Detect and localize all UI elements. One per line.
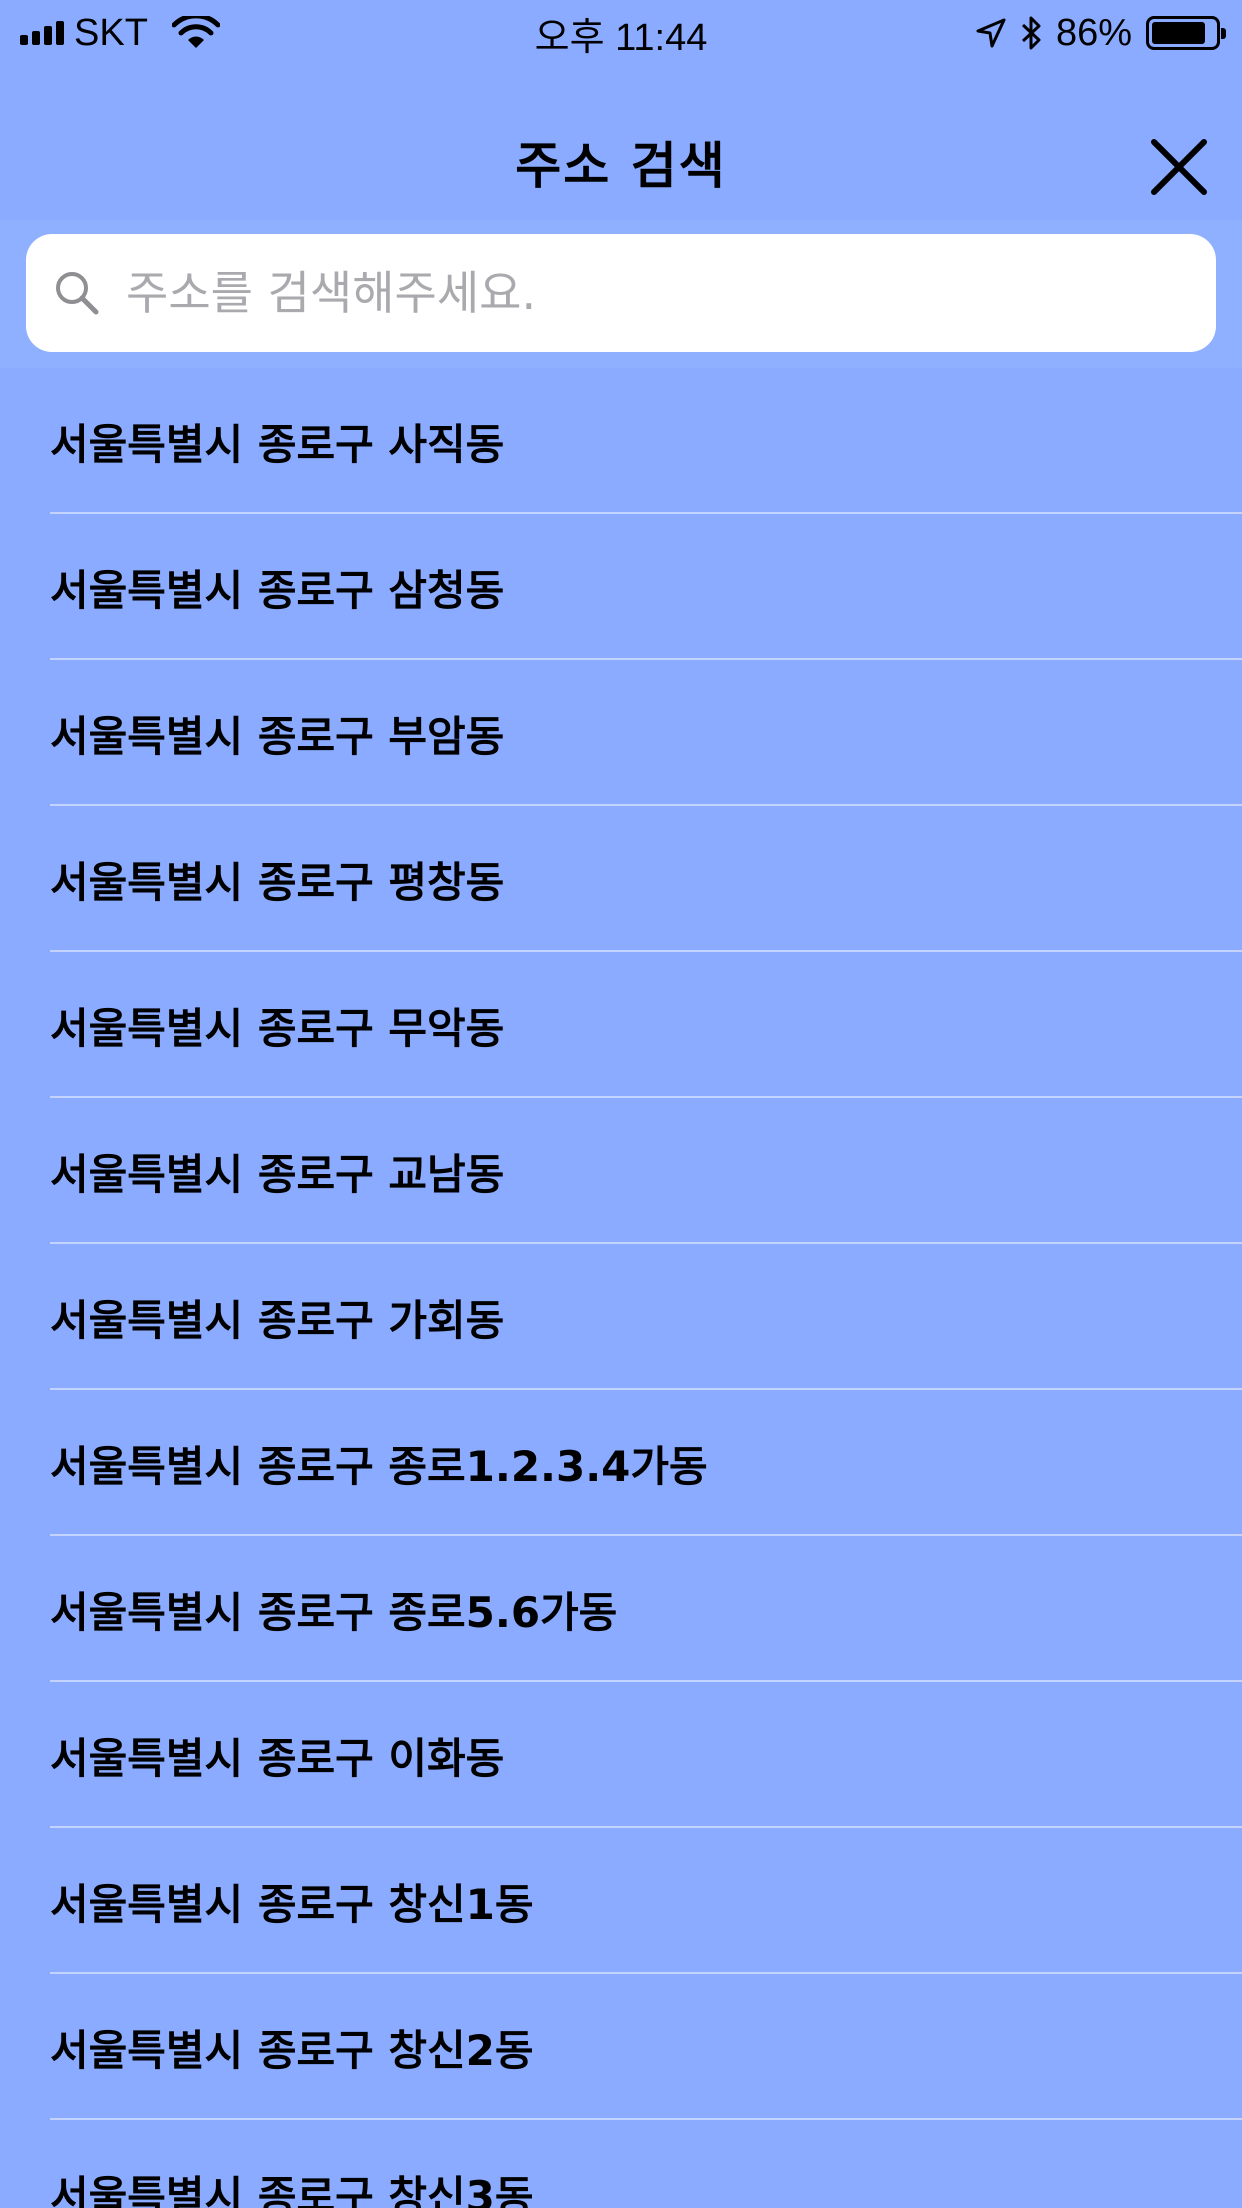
search-field[interactable] (26, 234, 1216, 352)
close-button[interactable] (1144, 132, 1214, 202)
signal-icon (20, 21, 64, 45)
battery-icon (1146, 16, 1226, 50)
location-arrow-icon (976, 18, 1006, 48)
carrier-label: SKT (74, 11, 148, 54)
list-item[interactable]: 서울특별시 종로구 사직동 (0, 368, 1242, 514)
battery-percent: 86% (1055, 11, 1132, 54)
list-item[interactable]: 서울특별시 종로구 창신2동 (0, 1974, 1242, 2120)
list-item[interactable]: 서울특별시 종로구 가회동 (0, 1244, 1242, 1390)
list-item-label: 서울특별시 종로구 삼청동 (50, 565, 505, 615)
list-item[interactable]: 서울특별시 종로구 종로1.2.3.4가동 (0, 1390, 1242, 1536)
list-item[interactable]: 서울특별시 종로구 부암동 (0, 660, 1242, 806)
status-time: 오후 11:44 (534, 16, 708, 59)
list-item[interactable]: 서울특별시 종로구 창신1동 (0, 1828, 1242, 1974)
list-item-label: 서울특별시 종로구 가회동 (50, 1295, 505, 1345)
status-time-wrap: 오후 11:44 (0, 6, 1242, 61)
status-bar: SKT 오후 11:44 86% (0, 0, 1242, 66)
status-left: SKT (0, 12, 220, 55)
list-item[interactable]: 서울특별시 종로구 교남동 (0, 1098, 1242, 1244)
wifi-icon (171, 16, 220, 48)
list-item-label: 서울특별시 종로구 종로1.2.3.4가동 (50, 1441, 708, 1491)
list-item-label: 서울특별시 종로구 창신1동 (50, 1879, 534, 1929)
list-item[interactable]: 서울특별시 종로구 종로5.6가동 (0, 1536, 1242, 1682)
list-item-label: 서울특별시 종로구 사직동 (50, 419, 505, 469)
close-icon (1151, 139, 1207, 195)
list-item-label: 서울특별시 종로구 창신3동 (50, 2171, 534, 2208)
list-item-label: 서울특별시 종로구 창신2동 (50, 2025, 534, 2075)
list-item[interactable]: 서울특별시 종로구 삼청동 (0, 514, 1242, 660)
list-item-label: 서울특별시 종로구 종로5.6가동 (50, 1587, 618, 1637)
battery-cap (1221, 28, 1226, 39)
status-right: 86% (976, 12, 1242, 55)
list-item-label: 서울특별시 종로구 교남동 (50, 1149, 505, 1199)
battery-level-fill (1152, 22, 1206, 44)
page-title: 주소 검색 (515, 137, 727, 195)
search-bar (0, 220, 1242, 368)
list-item[interactable]: 서울특별시 종로구 평창동 (0, 806, 1242, 952)
list-item-label: 서울특별시 종로구 부암동 (50, 711, 505, 761)
list-item[interactable]: 서울특별시 종로구 무악동 (0, 952, 1242, 1098)
list-item[interactable]: 서울특별시 종로구 창신3동 (0, 2120, 1242, 2208)
navigation-bar: 주소 검색 (0, 66, 1242, 220)
search-input[interactable] (124, 265, 1188, 321)
list-item-label: 서울특별시 종로구 이화동 (50, 1733, 505, 1783)
search-icon (56, 272, 99, 315)
bluetooth-icon (1021, 16, 1041, 50)
list-item[interactable]: 서울특별시 종로구 이화동 (0, 1682, 1242, 1828)
list-item-label: 서울특별시 종로구 평창동 (50, 857, 505, 907)
list-item-label: 서울특별시 종로구 무악동 (50, 1003, 505, 1053)
